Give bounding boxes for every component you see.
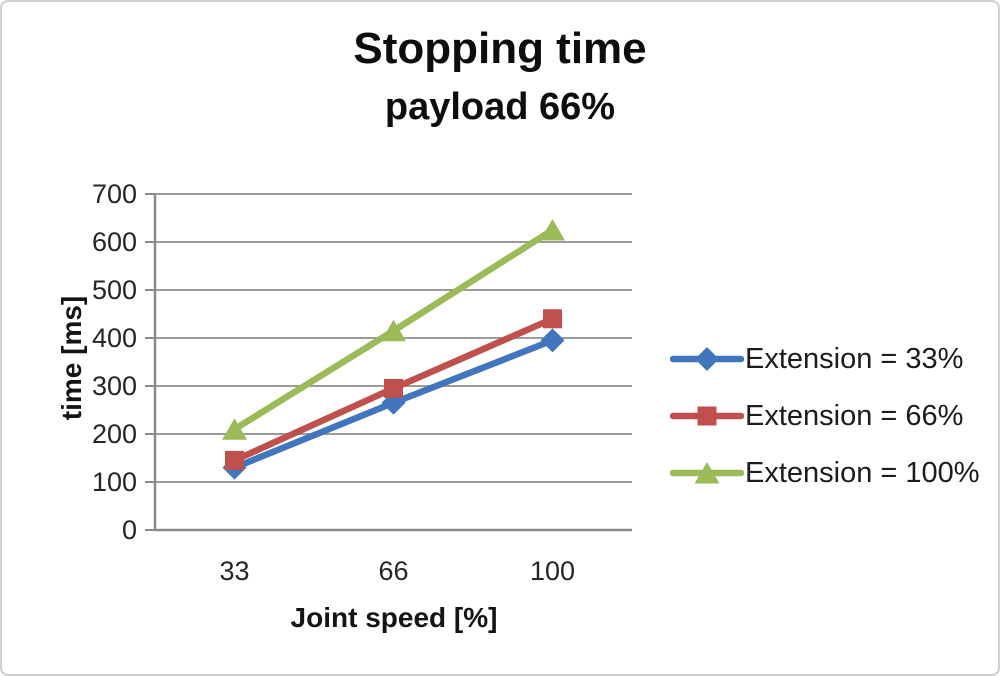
y-tick-label: 600: [92, 227, 137, 257]
y-tick-label: 500: [92, 275, 137, 305]
marker-triangle: [540, 219, 565, 241]
marker-triangle: [222, 418, 247, 440]
x-tick-label: 100: [530, 556, 575, 586]
legend-item: Extension = 100%: [670, 456, 980, 489]
y-tick-label: 200: [92, 419, 137, 449]
chart-subtitle: payload 66%: [384, 86, 616, 128]
y-axis-title: time [ms]: [56, 295, 87, 421]
marker-triangle: [694, 462, 720, 484]
x-axis-title: Joint speed [%]: [290, 602, 498, 633]
legend: Extension = 33% Extension = 66% Extension …: [670, 342, 980, 515]
y-tick-label: 700: [92, 179, 137, 209]
marker-square: [697, 406, 717, 426]
marker-square: [225, 450, 244, 470]
legend-item: Extension = 33%: [670, 342, 980, 375]
x-tick-label: 66: [378, 556, 408, 586]
y-tick-label: 0: [122, 515, 137, 545]
x-tick-label: 33: [219, 556, 249, 586]
y-tick-label: 300: [92, 371, 137, 401]
series-square: [225, 309, 562, 470]
legend-item: Extension = 66%: [670, 399, 980, 432]
y-tick-label: 400: [92, 323, 137, 353]
y-tick-label: 100: [92, 467, 137, 497]
legend-label: Extension = 100%: [745, 456, 980, 489]
legend-marker-square: [670, 406, 744, 426]
legend-label: Extension = 66%: [745, 399, 964, 432]
marker-triangle: [381, 319, 406, 342]
marker-diamond: [695, 347, 719, 371]
legend-label: Extension = 33%: [745, 342, 964, 375]
marker-diamond: [540, 328, 565, 353]
series-triangle: [222, 219, 565, 440]
marker-square: [384, 378, 403, 398]
legend-marker-diamond: [670, 347, 744, 371]
chart-title: Stopping time: [353, 24, 647, 73]
marker-square: [543, 309, 562, 329]
legend-marker-triangle: [670, 462, 744, 484]
